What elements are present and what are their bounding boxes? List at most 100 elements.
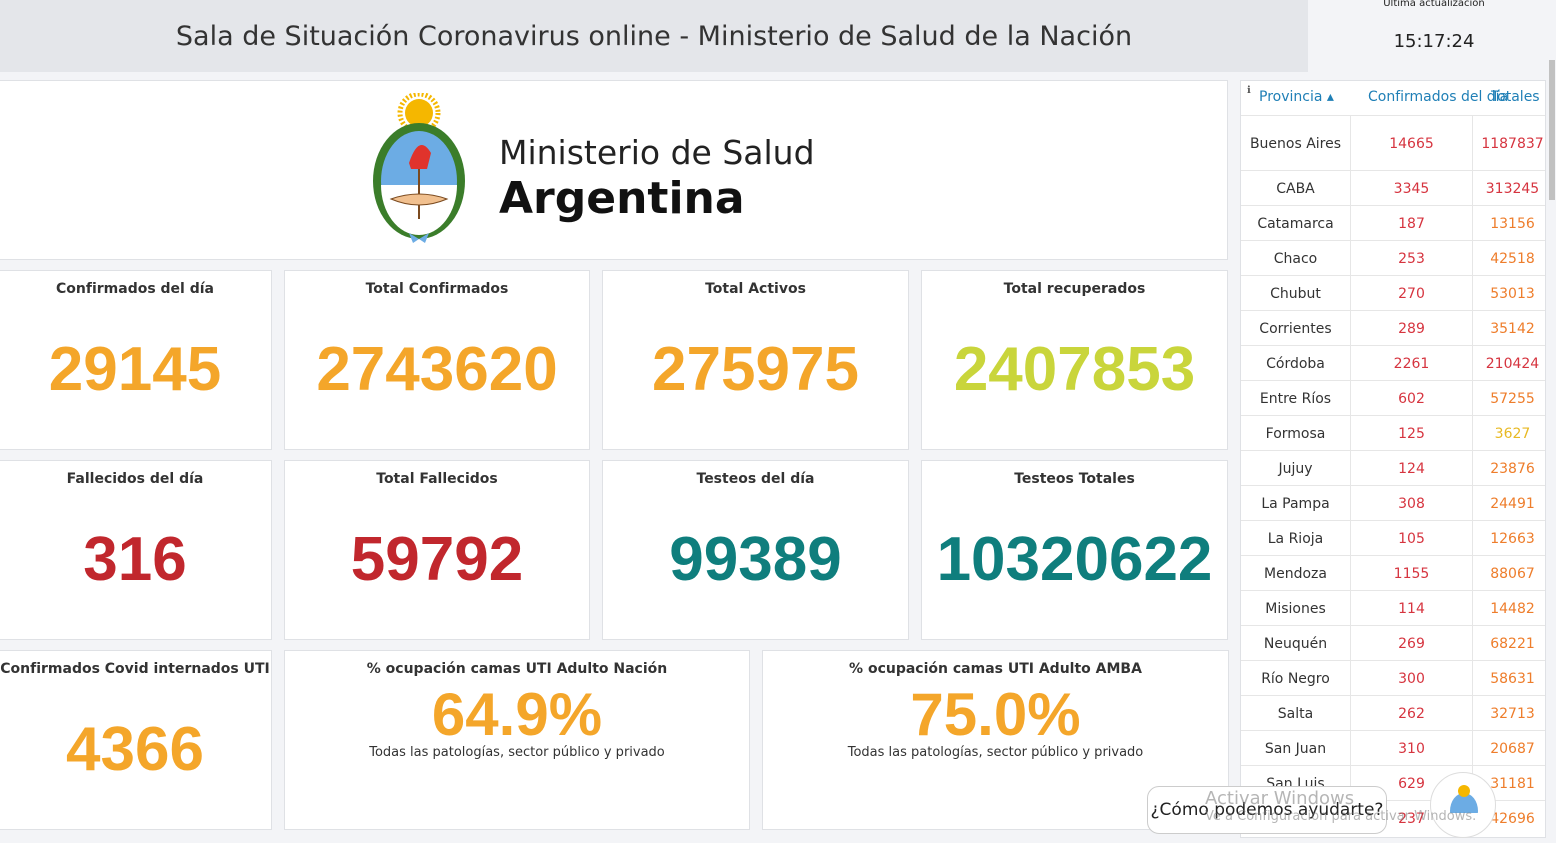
kpi-value: 4366: [66, 715, 204, 784]
table-cell: 53013: [1473, 276, 1545, 311]
table-cell: 24491: [1473, 486, 1545, 521]
table-row: Mendoza 1155 88067: [1241, 555, 1545, 591]
kpi-title: Confirmados del día: [56, 281, 214, 297]
kpi-value: 275975: [652, 335, 859, 404]
table-cell: Córdoba: [1241, 346, 1351, 381]
kpi-card: Testeos Totales 10320622: [921, 460, 1228, 640]
table-cell: Salta: [1241, 696, 1351, 731]
table-cell: 313245: [1473, 171, 1545, 206]
table-cell: 58631: [1473, 661, 1545, 696]
kpi-note: Todas las patologías, sector público y p…: [369, 745, 665, 760]
avatar-emblem: [1450, 785, 1478, 831]
kpi-title: Total Fallecidos: [376, 471, 498, 487]
update-box: Última actualización 15:17:24: [1318, 0, 1550, 72]
table-cell: 42696: [1473, 801, 1545, 836]
header-text[interactable]: Provincia: [1259, 89, 1323, 105]
table-row: Formosa 125 3627: [1241, 415, 1545, 451]
table-cell: Entre Ríos: [1241, 381, 1351, 416]
kpi-title: Confirmados Covid internados UTI: [0, 661, 270, 677]
table-cell: 12663: [1473, 521, 1545, 556]
table-cell: 125: [1351, 416, 1473, 451]
table-row: Misiones 114 14482: [1241, 590, 1545, 626]
table-cell: Chaco: [1241, 241, 1351, 276]
table-cell: 3345: [1351, 171, 1473, 206]
kpi-card: % ocupación camas UTI Adulto Nación 64.9%…: [284, 650, 750, 830]
table-cell: 32713: [1473, 696, 1545, 731]
table-header[interactable]: Totales: [1491, 89, 1540, 105]
kpi-value: 29145: [48, 335, 222, 404]
kpi-card: Confirmados del día 29145: [0, 270, 272, 450]
table-cell: 14665: [1351, 116, 1473, 171]
table-cell: Buenos Aires: [1241, 116, 1351, 171]
table-cell: 300: [1351, 661, 1473, 696]
table-cell: Catamarca: [1241, 206, 1351, 241]
table-cell: 289: [1351, 311, 1473, 346]
table-cell: 3627: [1473, 416, 1545, 451]
logo-card: Ministerio de Salud Argentina: [0, 80, 1228, 260]
kpi-card: Total recuperados 2407853: [921, 270, 1228, 450]
chat-bubble[interactable]: ¿Cómo podemos ayudarte?: [1147, 786, 1387, 834]
table-header[interactable]: Confirmados del día: [1368, 89, 1509, 105]
table-cell: 20687: [1473, 731, 1545, 766]
table-row: Neuquén 269 68221: [1241, 625, 1545, 661]
kpi-value: 316: [83, 525, 187, 594]
table-cell: 310: [1351, 731, 1473, 766]
update-time: 15:17:24: [1393, 31, 1475, 52]
update-label: Última actualización: [1383, 0, 1485, 9]
table-row: La Rioja 105 12663: [1241, 520, 1545, 556]
table-cell: 262: [1351, 696, 1473, 731]
table-row: Córdoba 2261 210424: [1241, 345, 1545, 381]
kpi-value: 75.0%: [910, 681, 1081, 748]
table-cell: 1155: [1351, 556, 1473, 591]
table-cell: Corrientes: [1241, 311, 1351, 346]
table-row: Corrientes 289 35142: [1241, 310, 1545, 346]
table-cell: 124: [1351, 451, 1473, 486]
chat-avatar[interactable]: [1430, 772, 1496, 838]
table-cell: 35142: [1473, 311, 1545, 346]
scrollbar[interactable]: [1549, 60, 1555, 200]
table-cell: Formosa: [1241, 416, 1351, 451]
kpi-card: Fallecidos del día 316: [0, 460, 272, 640]
kpi-card: Total Activos 275975: [602, 270, 909, 450]
table-cell: 270: [1351, 276, 1473, 311]
table-cell: 187: [1351, 206, 1473, 241]
kpi-card: Testeos del día 99389: [602, 460, 909, 640]
table-cell: Chubut: [1241, 276, 1351, 311]
kpi-title: Total Activos: [705, 281, 806, 297]
chat-prompt[interactable]: ¿Cómo podemos ayudarte?: [1150, 800, 1384, 820]
hands: [389, 193, 449, 206]
table-row: CABA 3345 313245: [1241, 170, 1545, 206]
header-bar: Sala de Situación Coronavirus online - M…: [0, 0, 1308, 72]
table-cell: 269: [1351, 626, 1473, 661]
kpi-value: 99389: [669, 525, 842, 594]
table-row: Catamarca 187 13156: [1241, 205, 1545, 241]
kpi-title: % ocupación camas UTI Adulto Nación: [366, 661, 668, 677]
table-cell: La Rioja: [1241, 521, 1351, 556]
kpi-title: Fallecidos del día: [66, 471, 204, 487]
table-cell: Jujuy: [1241, 451, 1351, 486]
table-row: Salta 262 32713: [1241, 695, 1545, 731]
table-cell: San Juan: [1241, 731, 1351, 766]
table-cell: 57255: [1473, 381, 1545, 416]
table-cell: 308: [1351, 486, 1473, 521]
table-header[interactable]: Provincia ▴: [1259, 89, 1334, 105]
table-cell: Misiones: [1241, 591, 1351, 626]
logo-line2: Argentina: [499, 173, 745, 224]
table-row: Chubut 270 53013: [1241, 275, 1545, 311]
table-cell: Neuquén: [1241, 626, 1351, 661]
kpi-value: 64.9%: [431, 681, 603, 748]
table-row: La Pampa 308 24491: [1241, 485, 1545, 521]
kpi-title: Testeos del día: [696, 471, 815, 487]
logo-line1: Ministerio de Salud: [499, 133, 815, 172]
table-cell: 105: [1351, 521, 1473, 556]
info-icon: ℹ: [1247, 85, 1251, 96]
emblem: [373, 93, 465, 243]
table-cell: 2261: [1351, 346, 1473, 381]
table-cell: CABA: [1241, 171, 1351, 206]
kpi-card: Total Fallecidos 59792: [284, 460, 590, 640]
table-cell: 114: [1351, 591, 1473, 626]
table-row: Río Negro 300 58631: [1241, 660, 1545, 696]
table-cell: Mendoza: [1241, 556, 1351, 591]
